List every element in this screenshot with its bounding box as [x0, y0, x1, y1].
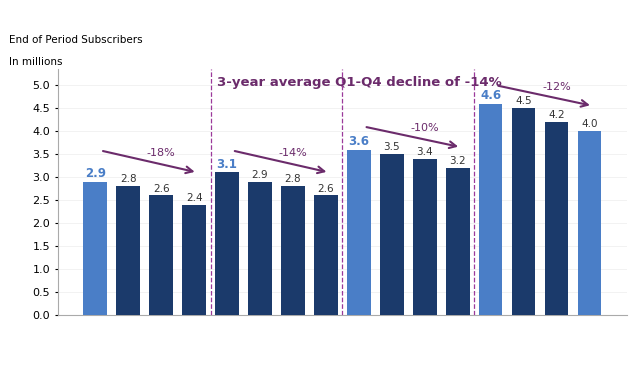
Text: 4.2: 4.2	[548, 110, 565, 120]
Text: 2.9: 2.9	[252, 170, 268, 180]
Text: 2.6: 2.6	[317, 184, 334, 194]
Text: -10%: -10%	[410, 123, 439, 133]
Text: 4.0: 4.0	[581, 119, 598, 129]
Text: 3.5: 3.5	[383, 142, 400, 152]
Text: 4.5: 4.5	[515, 96, 532, 106]
Bar	[446, 168, 470, 315]
Bar	[512, 108, 536, 315]
Bar	[83, 182, 108, 315]
Bar	[413, 159, 436, 315]
Text: In millions: In millions	[9, 57, 63, 67]
Text: 4.6: 4.6	[480, 89, 501, 102]
Bar	[281, 186, 305, 315]
Text: 2.8: 2.8	[285, 174, 301, 184]
Bar	[347, 149, 371, 315]
Bar	[215, 172, 239, 315]
Bar	[149, 195, 173, 315]
Text: -12%: -12%	[542, 82, 571, 92]
Text: 2.9: 2.9	[85, 167, 106, 180]
Bar	[182, 205, 206, 315]
Text: 3.1: 3.1	[217, 158, 237, 170]
Bar	[577, 131, 602, 315]
Bar	[116, 186, 140, 315]
Text: 2.4: 2.4	[186, 193, 202, 203]
Bar	[380, 154, 404, 315]
Text: 3.6: 3.6	[348, 135, 369, 148]
Text: End of Period Subscribers: End of Period Subscribers	[9, 35, 143, 45]
Text: -14%: -14%	[278, 148, 307, 158]
Text: 2.8: 2.8	[120, 174, 136, 184]
Text: -18%: -18%	[147, 148, 175, 158]
Text: 2.6: 2.6	[153, 184, 170, 194]
Text: 3.4: 3.4	[417, 147, 433, 157]
Bar	[545, 122, 568, 315]
Bar	[248, 182, 272, 315]
Text: 3-year average Q1-Q4 decline of -14%: 3-year average Q1-Q4 decline of -14%	[217, 76, 502, 89]
Bar	[314, 195, 338, 315]
Text: 3.2: 3.2	[449, 156, 466, 166]
Bar	[479, 104, 502, 315]
